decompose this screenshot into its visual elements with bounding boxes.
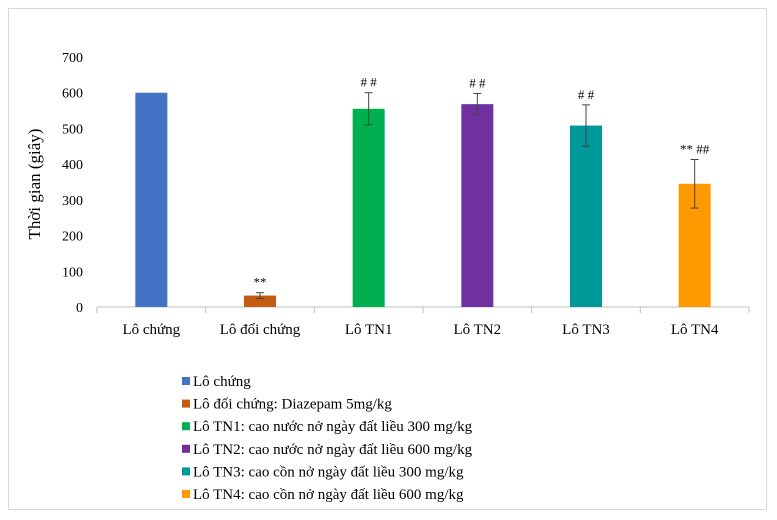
bar bbox=[352, 108, 385, 308]
chart-frame bbox=[8, 8, 767, 510]
bar-annotation: # # bbox=[469, 75, 486, 90]
x-tick-label: Lô TN3 bbox=[562, 322, 610, 338]
y-tick-label: 400 bbox=[62, 158, 83, 173]
bar bbox=[461, 104, 494, 308]
bar bbox=[570, 125, 602, 307]
bar-annotation: # # bbox=[578, 87, 595, 102]
x-tick-label: Lô chứng bbox=[122, 322, 180, 338]
y-tick-label: 300 bbox=[62, 194, 83, 209]
legend-label: Lô TN3: cao cồn nở ngày đất liều 300 mg/… bbox=[193, 464, 464, 480]
legend-swatch bbox=[182, 399, 190, 408]
y-tick-label: 200 bbox=[62, 230, 83, 245]
x-tick-label: Lô đối chứng bbox=[220, 322, 301, 338]
legend-label: Lô TN2: cao nước nở ngày đất liều 600 mg… bbox=[193, 442, 473, 458]
x-tick-label: Lô TN4 bbox=[671, 322, 719, 338]
bar-annotation: ** ## bbox=[680, 142, 710, 157]
y-tick-label: 600 bbox=[62, 87, 83, 102]
legend-label: Lô đối chứng: Diazepam 5mg/kg bbox=[193, 397, 392, 413]
y-tick-label: 0 bbox=[76, 301, 83, 316]
legend-label: Lô TN4: cao cồn nở ngày đất liều 600 mg/… bbox=[193, 487, 464, 503]
legend-swatch bbox=[182, 490, 190, 498]
legend-swatch bbox=[182, 422, 190, 431]
y-tick-label: 500 bbox=[62, 122, 83, 137]
x-tick-label: Lô TN1 bbox=[345, 322, 393, 338]
bar bbox=[135, 92, 168, 307]
x-tick-label: Lô TN2 bbox=[454, 322, 502, 338]
y-tick-label: 100 bbox=[62, 265, 83, 280]
legend-label: Lô chứng bbox=[193, 374, 251, 390]
legend-label: Lô TN1: cao nước nở ngày đất liều 300 mg… bbox=[193, 419, 473, 435]
y-axis-label: Thời gian (giây) bbox=[25, 129, 44, 240]
bar-annotation: ** bbox=[254, 275, 267, 290]
bar-annotation: # # bbox=[361, 75, 378, 90]
legend-swatch bbox=[182, 467, 190, 476]
legend-swatch bbox=[182, 377, 190, 385]
legend-swatch bbox=[182, 444, 190, 453]
y-tick-label: 700 bbox=[62, 51, 83, 66]
bar bbox=[244, 295, 276, 307]
